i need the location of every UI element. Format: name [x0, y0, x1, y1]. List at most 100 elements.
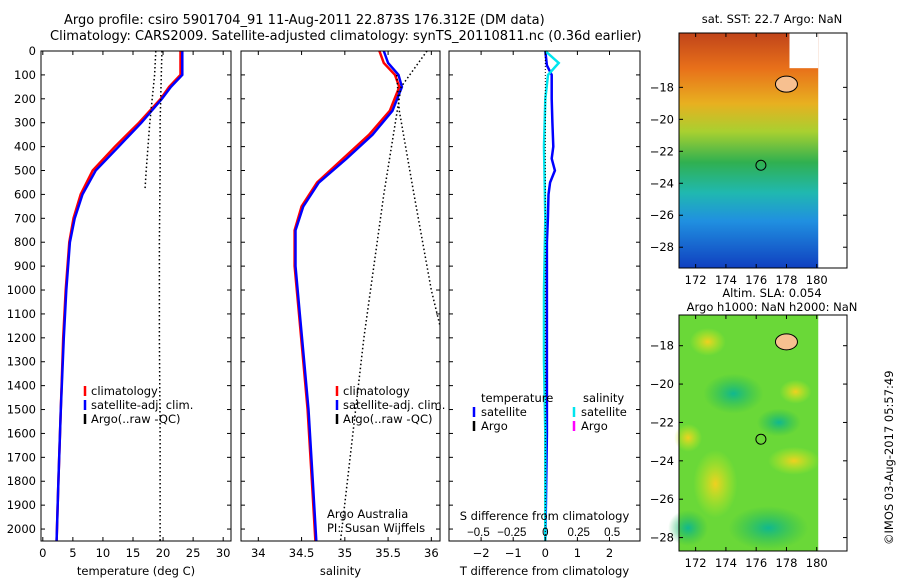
y-tick-label: 1900	[7, 498, 36, 512]
map-subtitle: Argo h1000: NaN h2000: NaN	[687, 300, 858, 314]
series-argo-raw-qc-2	[144, 50, 157, 190]
y-tick-label: 1700	[7, 450, 36, 464]
x-tick-label: 5	[69, 546, 76, 560]
series-climatology	[293, 50, 401, 542]
sla-high-anomaly	[693, 449, 738, 518]
lat-tick-label: −28	[650, 531, 674, 545]
x-tick-label: 0	[39, 546, 46, 560]
annotation-text: PI: Susan Wijffels	[327, 521, 425, 535]
lat-tick-label: −22	[650, 415, 674, 429]
x-axis-label: T difference from climatology	[459, 564, 630, 578]
lat-tick-label: −24	[650, 454, 674, 468]
legend-entry: satellite	[481, 405, 527, 419]
series-argo-raw-qc-	[158, 50, 163, 541]
x-tick-label: 15	[126, 546, 141, 560]
x-tick-label: −2	[473, 546, 490, 560]
x-tick-label: 25	[186, 546, 201, 560]
timestamp: ©IMOS 03-Aug-2017 05:57:49	[882, 370, 896, 545]
y-tick-label: 600	[14, 187, 36, 201]
x-tick-label: 34.5	[289, 546, 315, 560]
panel-difference: −2 −1 0 1 2 T difference from climatology −0.5…	[448, 50, 641, 578]
y-tick-label: 1800	[7, 474, 36, 488]
legend-header-salinity: salinity	[583, 391, 624, 405]
lat-tick-label: −20	[650, 112, 674, 126]
x-tick-label: 1	[574, 546, 581, 560]
sla-low-anomaly	[728, 505, 809, 550]
lon-tick-label: 178	[775, 556, 797, 570]
legend-entry: climatology	[91, 384, 158, 398]
series-s-satellite	[542, 50, 561, 541]
sst-field	[679, 33, 819, 268]
y-tick-label: 1400	[7, 379, 36, 393]
legend-entry: Argo	[581, 419, 608, 433]
sla-low-anomaly	[703, 373, 764, 414]
plot-frame	[40, 50, 232, 542]
x-tick-label: 35.5	[375, 546, 401, 560]
y-tick-label: 800	[14, 235, 36, 249]
x-axis-label: salinity	[320, 564, 361, 578]
lon-tick-label: 176	[745, 556, 767, 570]
x-tick-label: −1	[505, 546, 522, 560]
lon-tick-label: 172	[685, 556, 707, 570]
y-tick-label: 100	[14, 68, 36, 82]
y-tick-label: 0	[29, 44, 36, 58]
lat-tick-label: −22	[650, 144, 674, 158]
sla-high-anomaly	[768, 446, 821, 475]
x-tick-label: 20	[156, 546, 171, 560]
lon-tick-label: 176	[745, 273, 767, 287]
lon-tick-label: 180	[806, 556, 828, 570]
x-tick-label: 30	[216, 546, 231, 560]
s-tick-label: 0.5	[604, 527, 620, 539]
map-sst: 172 174 176 178 180 −18 −20 −22 −24 −26 −28 sat. SS…	[650, 12, 848, 287]
profile-location-marker	[755, 433, 767, 445]
y-tick-label: 1500	[7, 403, 36, 417]
sla-high-anomaly	[674, 423, 703, 452]
sla-low-anomaly	[668, 509, 709, 546]
lat-tick-label: −24	[650, 176, 674, 190]
y-tick-label: 1000	[7, 283, 36, 297]
map-frame	[678, 32, 848, 269]
y-tick-label: 500	[14, 164, 36, 178]
legend-entry: satellite-adj. clim.	[91, 398, 193, 412]
series-climatology	[55, 51, 182, 542]
legend-entry: Argo(..raw -QC)	[91, 412, 181, 426]
lat-tick-label: −26	[650, 492, 674, 506]
x-tick-label: 0	[542, 546, 549, 560]
map-frame	[678, 314, 848, 552]
x-tick-label: 35	[338, 546, 353, 560]
lon-tick-label: 178	[775, 273, 797, 287]
x-tick-label: 2	[606, 546, 613, 560]
profile-location-marker	[755, 159, 767, 171]
series-argo-raw-qc-2	[395, 74, 441, 327]
series-argo-raw-qc-	[339, 50, 428, 542]
s-tick-label: 0.25	[568, 527, 590, 539]
lon-tick-label: 172	[685, 273, 707, 287]
y-tick-label: 700	[14, 211, 36, 225]
series-satellite-adj-clim-	[55, 51, 184, 542]
s-tick-label: −0.25	[497, 527, 526, 539]
map-title: Altim. SLA: 0.054	[722, 286, 821, 300]
y-tick-label: 1100	[7, 307, 36, 321]
plot-frame	[448, 50, 641, 542]
y-tick-label: 2000	[7, 522, 36, 536]
legend-entry: Argo(..raw -QC)	[343, 412, 433, 426]
lon-tick-label: 174	[715, 273, 737, 287]
lat-tick-label: −26	[650, 208, 674, 222]
x-tick-label: 34	[251, 546, 266, 560]
annotation-text: Argo Australia	[327, 507, 408, 521]
map-title: sat. SST: 22.7 Argo: NaN	[702, 12, 843, 26]
s-tick-label: 0	[542, 527, 548, 539]
missing-data	[789, 33, 819, 69]
lon-tick-label: 180	[806, 273, 828, 287]
legend-header-temperature: temperature	[481, 391, 553, 405]
figure-title-line1: Argo profile: csiro 5901704_91 11-Aug-20…	[64, 13, 545, 28]
y-tick-label: 300	[14, 116, 36, 130]
series-satellite-adj-clim-	[294, 50, 404, 542]
y-tick-label: 1200	[7, 331, 36, 345]
legend-entry: satellite-adj. clim.	[343, 398, 445, 412]
s-tick-label: −0.5	[467, 527, 490, 539]
y-tick-label: 1600	[7, 426, 36, 440]
fiji-island	[774, 333, 798, 351]
lat-tick-label: −28	[650, 240, 674, 254]
